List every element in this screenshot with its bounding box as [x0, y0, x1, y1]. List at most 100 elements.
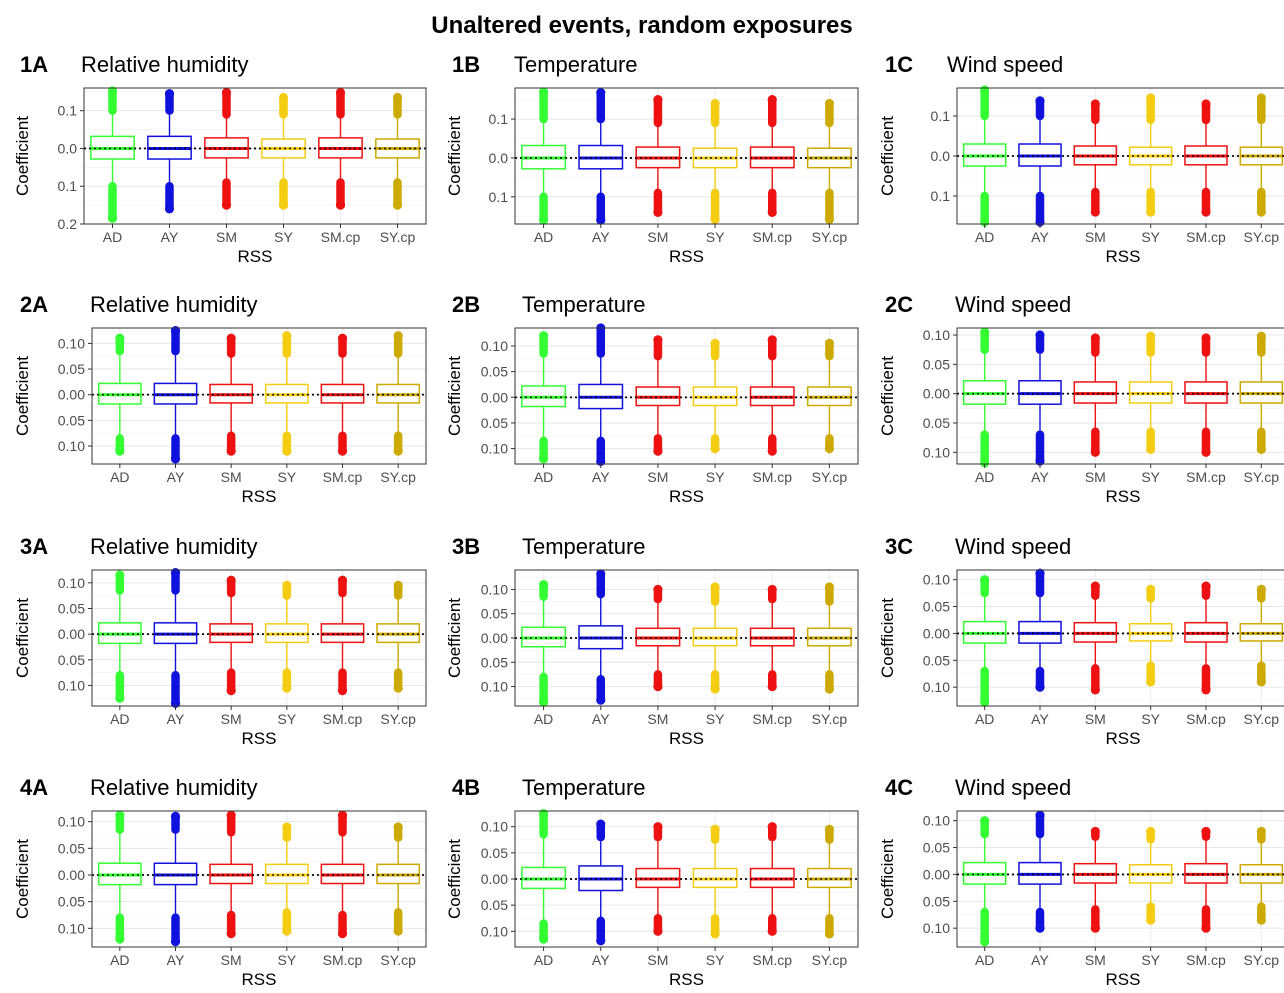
x-tick-label: SM	[1085, 711, 1106, 727]
panel-1a: 1A Relative humidity 0.1 0.0 0.1 0.2 AD AY SM SY S…	[13, 52, 427, 266]
x-tick-label: SY.cp	[812, 711, 848, 727]
y-tick-label: 0.10	[923, 679, 950, 695]
outlier-max-point	[980, 816, 990, 826]
x-tick-label: AY	[1031, 469, 1049, 485]
outlier-max-point	[282, 331, 292, 341]
box-ad	[97, 570, 142, 703]
box-sy	[692, 98, 738, 224]
x-axis-title: RSS	[669, 729, 704, 748]
x-tick-label: SY	[1141, 229, 1160, 245]
box-sy-cp	[1239, 93, 1284, 217]
x-tick-label: SY.cp	[380, 229, 416, 245]
outlier-min-point	[393, 926, 403, 936]
y-tick-label: 0.2	[58, 216, 78, 232]
outlier-max-point	[1146, 584, 1156, 594]
x-tick-label: SM.cp	[321, 229, 361, 245]
outlier-max-point	[710, 98, 720, 109]
panel-name-label: Relative humidity	[90, 534, 258, 559]
y-tick-label: 0.05	[923, 415, 950, 431]
x-tick-label: AD	[534, 711, 553, 727]
x-tick-label: SY	[706, 229, 725, 245]
outlier-min-point	[710, 684, 720, 694]
outlier-max-point	[1256, 826, 1266, 837]
outlier-max-point	[392, 92, 403, 103]
y-tick-label: 0.10	[481, 441, 508, 457]
y-tick-label: 0.1	[489, 111, 509, 127]
box-sm-cp	[1184, 99, 1228, 217]
box-sm-cp	[1184, 826, 1228, 933]
outlier-min-point	[393, 446, 403, 456]
box-sy	[1128, 584, 1173, 687]
outlier-max-point	[1090, 581, 1100, 591]
outlier-min-point	[538, 454, 549, 464]
x-tick-label: SM.cp	[1186, 952, 1226, 968]
outlier-min-point	[824, 214, 835, 224]
plot-border	[956, 810, 1284, 948]
outlier-max-point	[980, 327, 990, 337]
outlier-min-point	[337, 686, 348, 696]
outlier-max-point	[767, 822, 777, 832]
x-tick-label: SY	[277, 952, 296, 968]
outlier-min-point	[1256, 207, 1266, 217]
outlier-max-point	[1090, 826, 1100, 837]
outlier-min-point	[1090, 447, 1100, 457]
x-tick-label: AY	[167, 469, 185, 485]
plot-area	[84, 88, 426, 224]
outlier-min-point	[824, 444, 835, 454]
box-sy-cp	[1239, 331, 1284, 454]
plot-area	[515, 88, 858, 224]
outlier-min-point	[337, 446, 348, 456]
outlier-max-point	[282, 822, 292, 832]
outlier-min-point	[767, 207, 777, 217]
x-tick-label: SY	[1141, 711, 1160, 727]
panel-name-label: Wind speed	[947, 52, 1063, 77]
y-tick-label: 0.00	[923, 866, 950, 882]
x-tick-label: AD	[534, 229, 553, 245]
box-sy-cp	[1239, 584, 1284, 687]
outlier-min-point	[1201, 685, 1211, 695]
outlier-max-point	[653, 822, 663, 832]
x-tick-label: SY.cp	[1244, 952, 1280, 968]
plot-area	[957, 570, 1284, 706]
outlier-max-point	[596, 569, 606, 579]
y-tick-label: 0.10	[923, 444, 950, 460]
box-sy	[692, 824, 738, 939]
outlier-max-point	[1256, 93, 1266, 103]
panel-name-label: Relative humidity	[81, 52, 249, 77]
x-tick-label: AD	[534, 952, 553, 968]
panel-2b: 2B Temperature 0.10 0.05 0.00 0.05 0.10 AD AY SM S…	[445, 292, 859, 506]
outlier-max-point	[710, 582, 720, 592]
outlier-max-point	[767, 584, 777, 595]
y-tick-label: 0.1	[489, 189, 509, 205]
y-tick-label: 0.05	[58, 894, 85, 910]
y-tick-label: 0.10	[58, 438, 85, 454]
y-tick-label: 0.05	[923, 356, 950, 372]
panel-id-label: 2B	[452, 292, 480, 317]
outlier-max-point	[226, 810, 236, 820]
plot-area	[515, 328, 858, 464]
panel-name-label: Wind speed	[955, 292, 1071, 317]
outlier-min-point	[596, 215, 606, 225]
x-tick-label: SY.cp	[812, 229, 848, 245]
x-tick-label: SM.cp	[323, 952, 363, 968]
outlier-max-point	[1090, 333, 1100, 343]
outlier-max-point	[824, 582, 835, 592]
y-tick-label: 0.05	[923, 652, 950, 668]
outlier-min-point	[226, 446, 236, 456]
y-tick-label: 0.10	[923, 813, 950, 829]
outlier-min-point	[980, 458, 990, 468]
y-tick-label: 0.05	[923, 893, 950, 909]
x-tick-label: AY	[1031, 229, 1049, 245]
y-tick-label: 0.10	[58, 920, 85, 936]
x-axis-title: RSS	[242, 729, 277, 748]
y-tick-label: 0.05	[481, 415, 508, 431]
box-ay	[1018, 810, 1062, 933]
x-tick-label: SM.cp	[323, 711, 363, 727]
box-sm	[1073, 581, 1118, 695]
panel-name-label: Temperature	[522, 292, 646, 317]
outlier-min-point	[1201, 207, 1211, 217]
panel-name-label: Temperature	[522, 775, 646, 800]
outlier-min-point	[596, 936, 606, 946]
outlier-max-point	[653, 95, 663, 105]
y-tick-label: 0.05	[481, 845, 508, 861]
